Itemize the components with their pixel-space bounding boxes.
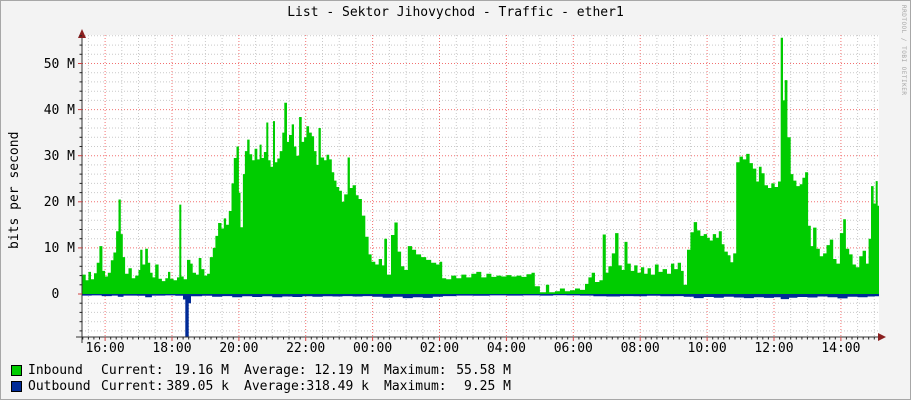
x-tick-label: 00:00 — [353, 341, 393, 356]
x-tick-label: 04:00 — [486, 341, 526, 356]
average-value: 12.19 M — [314, 363, 369, 378]
average-label: Average: — [244, 379, 307, 394]
maximum-value: 9.25 M — [464, 379, 511, 394]
y-tick-label: 0 — [51, 287, 75, 302]
maximum-label: Maximum: — [384, 379, 447, 394]
x-tick-label: 10:00 — [687, 341, 727, 356]
legend-row-outbound: Outbound Current: 389.05 k Average: 318.… — [1, 379, 910, 395]
x-tick-label: 22:00 — [286, 341, 326, 356]
y-tick-label: 40 M — [43, 102, 75, 118]
average-value: 318.49 k — [306, 379, 369, 394]
x-tick-label: 02:00 — [419, 341, 460, 356]
y-tick-label: 50 M — [43, 56, 75, 72]
maximum-label: Maximum: — [384, 363, 447, 378]
current-value: 19.16 M — [174, 363, 229, 378]
y-tick-label: 20 M — [43, 194, 75, 210]
maximum-value: 55.58 M — [456, 363, 511, 378]
current-value: 389.05 k — [166, 379, 229, 394]
legend-row-inbound: Inbound Current: 19.16 M Average: 12.19 … — [1, 363, 910, 379]
series-name: Outbound — [28, 379, 91, 394]
x-tick-label: 20:00 — [219, 341, 259, 356]
outbound-swatch-icon — [11, 381, 22, 392]
average-label: Average: — [244, 363, 307, 378]
y-axis-label: bits per second — [7, 131, 22, 249]
rrdtool-watermark: RRDTOOL / TOBI OETIKER — [900, 5, 907, 96]
x-tick-label: 12:00 — [754, 341, 794, 356]
graph-title: List - Sektor Jihovychod - Traffic - eth… — [287, 5, 624, 20]
inbound-swatch-icon — [11, 365, 22, 376]
x-tick-label: 06:00 — [553, 341, 593, 356]
x-tick-label: 08:00 — [620, 341, 660, 356]
x-tick-label: 16:00 — [85, 341, 125, 356]
x-tick-label: 18:00 — [152, 341, 192, 356]
y-tick-label: 30 M — [43, 148, 75, 164]
legend: Inbound Current: 19.16 M Average: 12.19 … — [1, 359, 910, 399]
series-name: Inbound — [28, 363, 83, 378]
current-label: Current: — [101, 379, 164, 394]
y-tick-label: 10 M — [43, 240, 75, 256]
current-label: Current: — [101, 363, 164, 378]
x-tick-label: 14:00 — [821, 341, 861, 356]
